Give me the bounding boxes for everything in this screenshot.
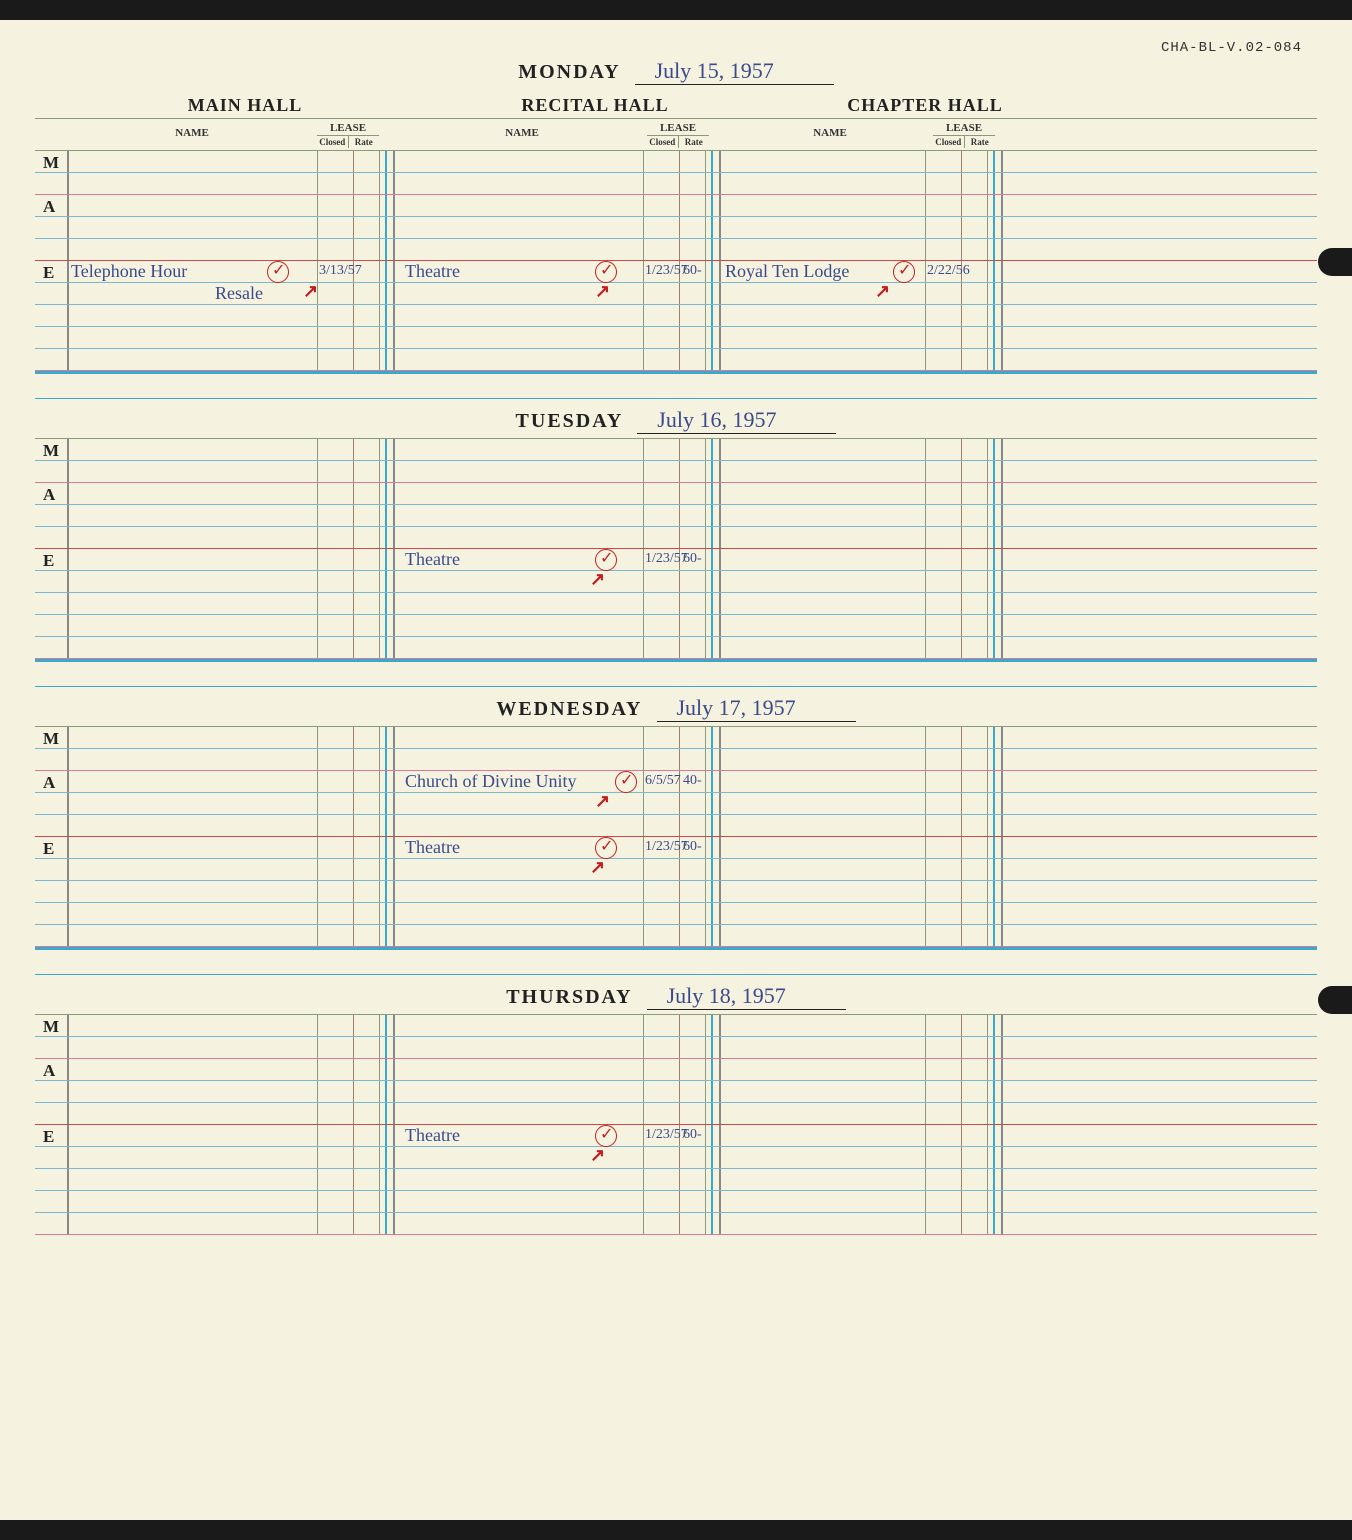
col-rate: Rate bbox=[679, 136, 710, 148]
day-date: July 18, 1957 bbox=[647, 983, 846, 1010]
ledger-body: M A E Theatre 1/23/57 60- ↗ bbox=[35, 1014, 1317, 1235]
check-icon bbox=[595, 261, 617, 283]
ledger-body: M A E Theatre 1/23/57 60- ↗ bbox=[35, 438, 1317, 659]
period-a: A bbox=[35, 195, 67, 216]
col-name: NAME bbox=[727, 121, 933, 148]
red-tick-icon: ↗ bbox=[590, 569, 605, 590]
day-date: July 15, 1957 bbox=[635, 58, 834, 85]
day-block-tuesday: TUESDAY July 16, 1957 bbox=[35, 399, 1317, 659]
check-icon bbox=[595, 837, 617, 859]
red-tick-icon: ↗ bbox=[590, 857, 605, 878]
recital-e-closed: 1/23/57 bbox=[645, 551, 688, 567]
recital-a-rate: 40- bbox=[683, 773, 702, 789]
red-tick-icon: ↗ bbox=[590, 1145, 605, 1166]
period-e: E bbox=[35, 549, 67, 570]
period-m: M bbox=[35, 439, 67, 460]
ledger-body: M A Church of Divine Unity 6/5/57 40- ↗ … bbox=[35, 726, 1317, 947]
recital-e-entry: Theatre bbox=[405, 261, 460, 282]
day-date: July 17, 1957 bbox=[657, 695, 856, 722]
day-date: July 16, 1957 bbox=[637, 407, 836, 434]
day-label: TUESDAY bbox=[516, 410, 624, 433]
ledger-page: CHA-BL-V.02-084 MONDAY July 15, 1957 MAI… bbox=[0, 20, 1352, 1520]
recital-e-entry: Theatre bbox=[405, 1125, 460, 1146]
hall-title-chapter: CHAPTER HALL bbox=[775, 95, 1075, 116]
gap-band bbox=[35, 659, 1317, 687]
day-block-thursday: THURSDAY July 18, 1957 bbox=[35, 975, 1317, 1235]
check-icon bbox=[595, 1125, 617, 1147]
period-a: A bbox=[35, 483, 67, 504]
period-e: E bbox=[35, 1125, 67, 1146]
period-a: A bbox=[35, 771, 67, 792]
col-rate: Rate bbox=[349, 136, 380, 148]
ledger-body: M A E Telephone Hour 3/13/57 Theatre 1/2… bbox=[35, 151, 1317, 371]
recital-e-closed: 1/23/57 bbox=[645, 1127, 688, 1143]
gap-band bbox=[35, 371, 1317, 399]
col-closed: Closed bbox=[317, 136, 349, 148]
hall-title-main: MAIN HALL bbox=[75, 95, 415, 116]
col-lease: LEASE bbox=[317, 121, 379, 136]
col-rate: Rate bbox=[965, 136, 996, 148]
col-lease: LEASE bbox=[933, 121, 995, 136]
gap-band bbox=[35, 947, 1317, 975]
chapter-e-entry: Royal Ten Lodge bbox=[725, 261, 849, 282]
period-e: E bbox=[35, 261, 67, 282]
day-label: WEDNESDAY bbox=[496, 698, 642, 721]
check-icon bbox=[893, 261, 915, 283]
recital-e-rate: 60- bbox=[683, 551, 702, 567]
punch-hole bbox=[1318, 986, 1352, 1014]
period-m: M bbox=[35, 151, 67, 172]
recital-e-rate: 60- bbox=[683, 1127, 702, 1143]
red-tick-icon: ↗ bbox=[595, 281, 610, 302]
period-a: A bbox=[35, 1059, 67, 1080]
red-tick-icon: ↗ bbox=[303, 281, 318, 302]
main-e-sub: Resale bbox=[215, 283, 263, 304]
day-header: WEDNESDAY July 17, 1957 bbox=[35, 687, 1317, 726]
day-header: MONDAY July 15, 1957 bbox=[35, 50, 1317, 89]
col-name: NAME bbox=[397, 121, 647, 148]
main-e-closed: 3/13/57 bbox=[319, 263, 362, 279]
check-icon bbox=[615, 771, 637, 793]
recital-a-entry: Church of Divine Unity bbox=[405, 771, 576, 792]
recital-e-rate: 60- bbox=[683, 263, 702, 279]
recital-e-rate: 60- bbox=[683, 839, 702, 855]
recital-e-entry: Theatre bbox=[405, 837, 460, 858]
recital-e-entry: Theatre bbox=[405, 549, 460, 570]
punch-hole bbox=[1318, 248, 1352, 276]
day-header: TUESDAY July 16, 1957 bbox=[35, 399, 1317, 438]
hall-title-recital: RECITAL HALL bbox=[445, 95, 745, 116]
recital-a-closed: 6/5/57 bbox=[645, 773, 681, 789]
col-closed: Closed bbox=[933, 136, 965, 148]
col-lease: LEASE bbox=[647, 121, 709, 136]
recital-e-closed: 1/23/57 bbox=[645, 263, 688, 279]
day-label: MONDAY bbox=[518, 61, 620, 84]
column-headers: NAME LEASE Closed Rate NAME LEASE Closed… bbox=[35, 118, 1317, 151]
red-tick-icon: ↗ bbox=[875, 281, 890, 302]
period-m: M bbox=[35, 727, 67, 748]
chapter-e-closed: 2/22/56 bbox=[927, 263, 970, 279]
period-m: M bbox=[35, 1015, 67, 1036]
red-tick-icon: ↗ bbox=[595, 791, 610, 812]
day-label: THURSDAY bbox=[506, 986, 632, 1009]
check-icon bbox=[595, 549, 617, 571]
check-icon bbox=[267, 261, 289, 283]
col-closed: Closed bbox=[647, 136, 679, 148]
recital-e-closed: 1/23/57 bbox=[645, 839, 688, 855]
main-e-entry: Telephone Hour bbox=[71, 261, 187, 282]
hall-headers: MAIN HALL RECITAL HALL CHAPTER HALL bbox=[35, 89, 1317, 118]
day-header: THURSDAY July 18, 1957 bbox=[35, 975, 1317, 1014]
period-e: E bbox=[35, 837, 67, 858]
day-block-monday: MONDAY July 15, 1957 MAIN HALL RECITAL H… bbox=[35, 50, 1317, 371]
day-block-wednesday: WEDNESDAY July 17, 1957 bbox=[35, 687, 1317, 947]
col-name: NAME bbox=[67, 121, 317, 148]
